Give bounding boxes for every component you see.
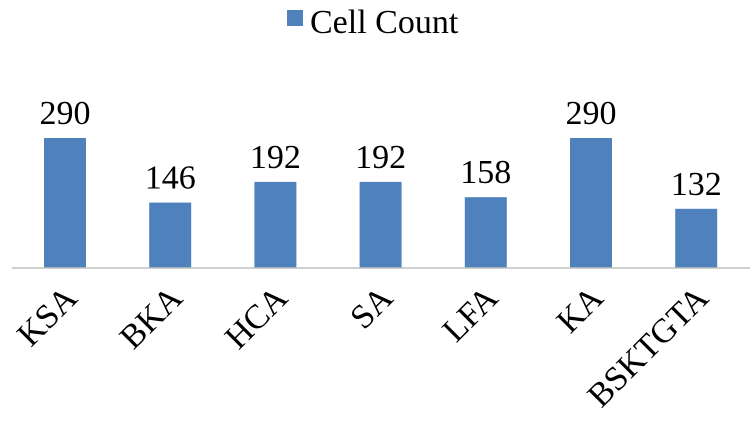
value-label-hca: 192 (250, 139, 301, 176)
bar-sa (359, 181, 402, 268)
value-label-bka: 146 (145, 160, 196, 197)
bar-ka (570, 138, 612, 268)
bar-bka (149, 202, 192, 268)
value-labels-group: 290 146 192 192 158 290 132 (40, 95, 722, 203)
category-label-lfa: LFA (436, 279, 506, 349)
bar-bsktgta (675, 208, 718, 268)
legend-swatch (287, 10, 303, 26)
value-label-sa: 192 (355, 139, 406, 176)
category-label-sa: SA (343, 279, 400, 336)
category-label-bka: BKA (113, 279, 190, 356)
value-label-bsktgta: 132 (671, 166, 722, 203)
value-label-ka: 290 (566, 95, 617, 132)
legend-label: Cell Count (310, 4, 459, 41)
category-label-ka: KA (550, 279, 611, 340)
bar-hca (254, 181, 297, 268)
bar-lfa (464, 197, 507, 268)
category-label-hca: HCA (218, 279, 295, 356)
category-label-ksa: KSA (10, 279, 85, 354)
value-label-ksa: 290 (40, 95, 91, 132)
bar-ksa (44, 138, 86, 268)
legend: Cell Count (287, 4, 459, 41)
value-label-lfa: 158 (460, 154, 511, 191)
bars-group (44, 138, 718, 268)
